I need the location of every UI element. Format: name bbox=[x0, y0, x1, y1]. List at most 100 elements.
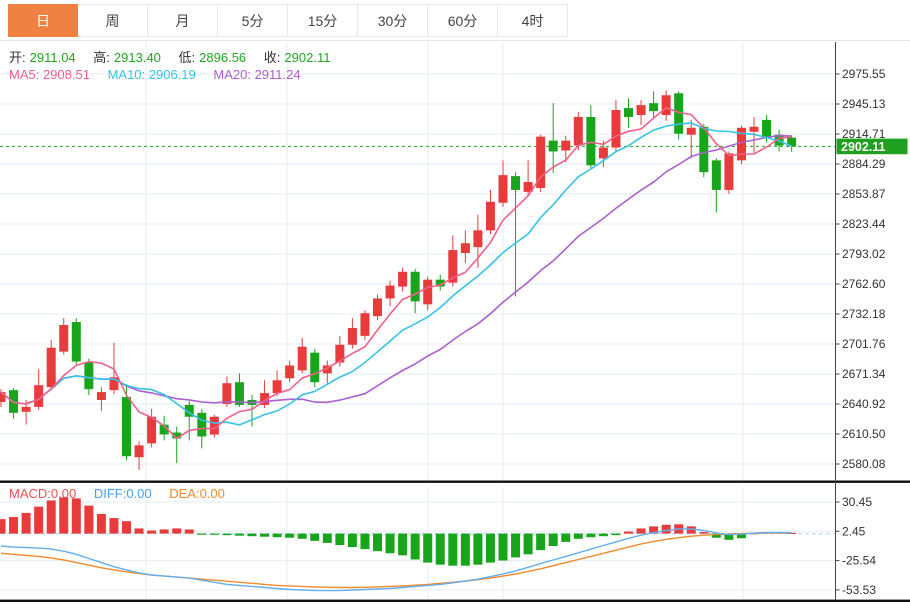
macd-hist-bar bbox=[222, 533, 232, 536]
candle-body bbox=[96, 392, 106, 400]
open-value: 2911.04 bbox=[29, 50, 76, 65]
macd-hist-bar bbox=[335, 533, 345, 545]
candle-body bbox=[736, 127, 746, 161]
price-axis-label: 2853.87 bbox=[842, 187, 886, 201]
current-price-badge bbox=[836, 138, 908, 155]
candle-body bbox=[410, 271, 420, 302]
ma10-line bbox=[0, 122, 793, 426]
macd-value-text: MACD:0.00 bbox=[9, 486, 77, 501]
tab-4时[interactable]: 4时 bbox=[498, 3, 568, 37]
macd-hist-bar bbox=[322, 533, 332, 543]
candle-body bbox=[762, 119, 772, 138]
candle-body bbox=[172, 432, 182, 439]
candle-body bbox=[561, 140, 571, 151]
tab-5分[interactable]: 5分 bbox=[218, 3, 288, 37]
candle-body bbox=[749, 126, 759, 132]
price-axis-label: 2640.92 bbox=[842, 397, 886, 411]
candle-body bbox=[485, 201, 495, 231]
macd-hist-bar bbox=[536, 533, 546, 551]
macd-hist-bar bbox=[84, 505, 94, 534]
macd-hist-bar bbox=[59, 497, 69, 534]
candle-body bbox=[636, 105, 646, 115]
candle-body bbox=[122, 397, 131, 457]
candle-body bbox=[398, 271, 408, 287]
candle-body bbox=[222, 383, 232, 404]
macd-hist-bar bbox=[586, 533, 596, 538]
candle-body bbox=[209, 416, 219, 435]
price-axis-label: 2975.55 bbox=[842, 67, 886, 81]
candle-body bbox=[46, 347, 56, 388]
price-axis-label: 2701.76 bbox=[842, 337, 886, 351]
macd-hist-bar bbox=[636, 528, 646, 534]
macd-hist-bar bbox=[147, 530, 157, 534]
macd-hist-bar bbox=[159, 529, 169, 534]
macd-hist-bar bbox=[661, 524, 671, 534]
macd-hist-bar bbox=[21, 512, 31, 534]
macd-hist-bar bbox=[134, 528, 144, 534]
close-value: 2902.11 bbox=[284, 50, 331, 65]
macd-hist-bar bbox=[122, 521, 131, 534]
price-axis-label: 2671.34 bbox=[842, 367, 886, 381]
candle-body bbox=[34, 385, 44, 407]
candle-body bbox=[184, 404, 194, 417]
macd-hist-bar bbox=[385, 533, 395, 554]
candle-body bbox=[460, 243, 470, 254]
macd-hist-bar bbox=[373, 533, 382, 552]
price-axis-label: 2884.29 bbox=[842, 157, 886, 171]
macd-hist-bar bbox=[209, 533, 219, 535]
candle-body bbox=[84, 362, 94, 390]
macd-hist-bar bbox=[247, 533, 257, 537]
tab-月[interactable]: 月 bbox=[148, 3, 218, 37]
tab-30分[interactable]: 30分 bbox=[358, 3, 428, 37]
macd-hist-bar bbox=[485, 533, 495, 563]
macd-hist-bar bbox=[310, 533, 320, 541]
tab-日[interactable]: 日 bbox=[8, 3, 78, 37]
macd-hist-bar bbox=[398, 533, 408, 556]
macd-hist-bar bbox=[34, 506, 44, 534]
candle-body bbox=[285, 365, 295, 379]
candle-body bbox=[573, 116, 583, 146]
macd-hist-bar bbox=[109, 518, 119, 534]
candle-body bbox=[611, 110, 621, 148]
candle-body bbox=[134, 445, 144, 458]
macd-hist-bar bbox=[272, 533, 282, 538]
price-axis-label: 2823.44 bbox=[842, 217, 886, 231]
low-value: 2896.56 bbox=[199, 50, 247, 65]
ma5-line bbox=[0, 106, 792, 440]
macd-hist-bar bbox=[699, 532, 709, 534]
candle-body bbox=[234, 382, 244, 405]
macd-hist-bar bbox=[234, 533, 244, 536]
macd-hist-bar bbox=[686, 526, 696, 534]
macd-hist-bar bbox=[624, 531, 633, 534]
candle-body bbox=[661, 95, 671, 115]
candle-body bbox=[711, 160, 721, 190]
macd-hist-bar bbox=[285, 533, 295, 538]
tab-15分[interactable]: 15分 bbox=[288, 3, 358, 37]
candle-body bbox=[159, 424, 169, 435]
candle-body bbox=[0, 392, 6, 402]
candle-body bbox=[21, 406, 31, 412]
tab-60分[interactable]: 60分 bbox=[428, 3, 498, 37]
macd-hist-bar bbox=[9, 517, 19, 534]
macd-hist-bar bbox=[347, 533, 357, 548]
macd-hist-bar bbox=[649, 526, 659, 534]
price-axis-label: 2610.50 bbox=[842, 427, 886, 441]
candle-body bbox=[423, 279, 433, 305]
macd-axis-label: 2.45 bbox=[842, 524, 866, 538]
candle-body bbox=[335, 344, 345, 363]
diff-line bbox=[0, 528, 792, 592]
close-label: 收: bbox=[263, 50, 281, 65]
candle-body bbox=[598, 147, 608, 159]
macd-hist-bar bbox=[0, 519, 6, 534]
bottom-border bbox=[0, 599, 910, 602]
tab-周[interactable]: 周 bbox=[78, 3, 148, 37]
macd-hist-bar bbox=[511, 533, 521, 558]
macd-hist-bar bbox=[260, 533, 270, 537]
dea-line bbox=[0, 532, 792, 589]
high-value: 2913.40 bbox=[113, 50, 161, 65]
macd-hist-bar bbox=[561, 533, 571, 542]
candle-body bbox=[699, 126, 709, 173]
ma-legend: MA5: 2908.51 MA10: 2906.19 MA20: 2911.24 bbox=[9, 67, 305, 82]
candle-body bbox=[511, 176, 521, 190]
